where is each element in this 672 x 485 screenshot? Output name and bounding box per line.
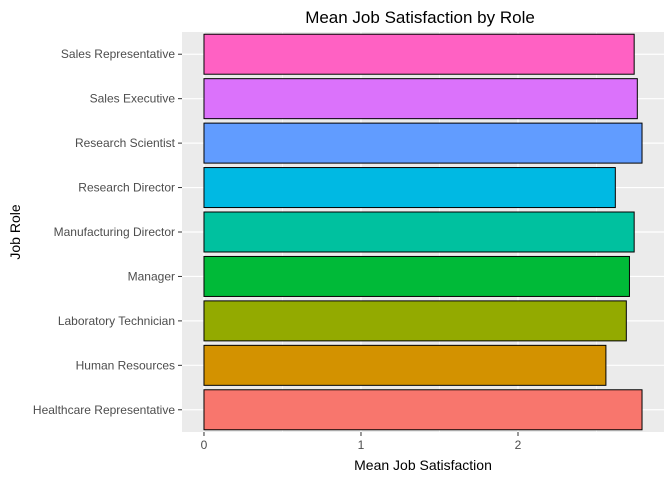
y-axis: Healthcare Representative Human Resources… bbox=[33, 47, 182, 417]
bar bbox=[203, 33, 635, 75]
bars bbox=[203, 33, 643, 431]
bar bbox=[203, 255, 630, 297]
bar bbox=[203, 389, 643, 431]
chart-title: Mean Job Satisfaction by Role bbox=[305, 8, 535, 27]
y-axis-title: Job Role bbox=[7, 204, 23, 259]
y-tick-label: Laboratory Technician bbox=[58, 314, 175, 328]
bar bbox=[203, 122, 643, 164]
x-tick-label: 1 bbox=[358, 438, 365, 452]
x-axis-title: Mean Job Satisfaction bbox=[354, 457, 492, 473]
x-axis: 0 1 2 bbox=[201, 432, 522, 452]
y-tick-label: Sales Representative bbox=[61, 47, 175, 61]
bar bbox=[203, 211, 635, 253]
bar bbox=[203, 300, 627, 342]
y-tick-label: Healthcare Representative bbox=[33, 403, 175, 417]
y-tick-label: Sales Executive bbox=[90, 92, 176, 106]
y-tick-label: Manufacturing Director bbox=[54, 225, 175, 239]
bar bbox=[203, 78, 638, 120]
bar bbox=[203, 344, 607, 386]
y-tick-label: Human Resources bbox=[76, 358, 175, 372]
y-tick-label: Research Director bbox=[78, 181, 175, 195]
x-tick-label: 2 bbox=[515, 438, 522, 452]
bar bbox=[203, 167, 616, 209]
x-tick-label: 0 bbox=[201, 438, 208, 452]
y-tick-label: Manager bbox=[128, 269, 175, 283]
y-tick-label: Research Scientist bbox=[75, 136, 176, 150]
